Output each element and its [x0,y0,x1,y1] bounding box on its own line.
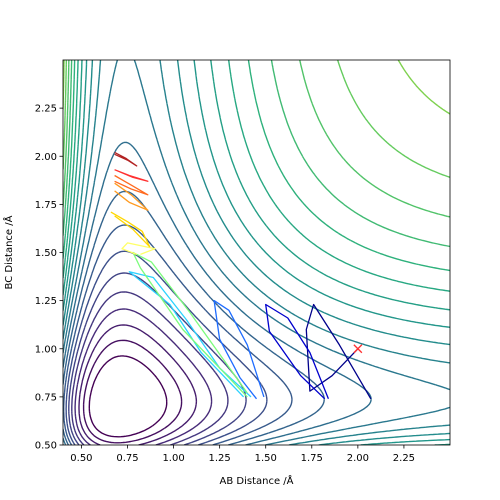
trajectory-lines [110,151,372,400]
x-axis-ticks: 0.50 0.75 1.00 1.25 1.50 1.75 2.00 2.25 [70,445,415,464]
x-tick-label: 1.00 [162,453,184,464]
contour-level-0 [88,355,168,438]
contour-level-6 [65,250,268,445]
trajectory-10 [114,151,138,167]
x-tick-label: 1.25 [209,453,231,464]
trajectory-3 [128,271,252,398]
x-tick-label: 1.75 [301,453,323,464]
y-tick-label: 1.25 [35,296,57,307]
contour-level-4 [71,291,229,445]
x-tick-label: 0.50 [70,453,92,464]
y-tick-label: 0.75 [35,392,57,403]
trajectory-1 [265,303,330,400]
contour-level-2 [78,324,198,445]
y-tick-label: 2.25 [35,104,57,115]
x-tick-label: 1.50 [255,453,277,464]
trajectory-7 [114,182,149,211]
y-tick-label: 1.75 [35,200,57,211]
trajectory-6 [110,211,151,248]
y-tick-label: 0.50 [35,441,57,452]
y-tick-label: 1.00 [35,344,57,355]
x-tick-label: 2.25 [393,453,415,464]
contour-level-3 [74,308,213,445]
x-tick-label: 2.00 [347,453,369,464]
contour-level-8 [63,190,325,445]
trajectory-0 [305,303,372,400]
contour-level-9 [63,141,372,445]
contour-level-17 [63,60,450,248]
contour-level-19 [63,60,450,178]
trajectory-9 [114,169,149,182]
trajectory-8 [114,174,149,196]
x-axis-label: AB Distance /Å [220,474,294,487]
contour-level-14 [63,60,450,445]
y-axis-ticks: 0.50 0.75 1.00 1.25 1.50 1.75 2.00 2.25 [35,104,63,452]
y-axis-label: BC Distance /Å [2,215,15,289]
x-marker [353,344,363,354]
trajectory-2 [213,299,265,400]
contour-level-16 [63,60,450,272]
contour-level-1 [82,339,183,444]
trajectory-5 [121,242,156,256]
y-tick-label: 2.00 [35,152,57,163]
start-marker [353,344,363,354]
contour-level-18 [63,60,450,218]
contour-lines [63,60,450,445]
y-tick-label: 1.50 [35,248,57,259]
x-tick-label: 0.75 [116,453,138,464]
